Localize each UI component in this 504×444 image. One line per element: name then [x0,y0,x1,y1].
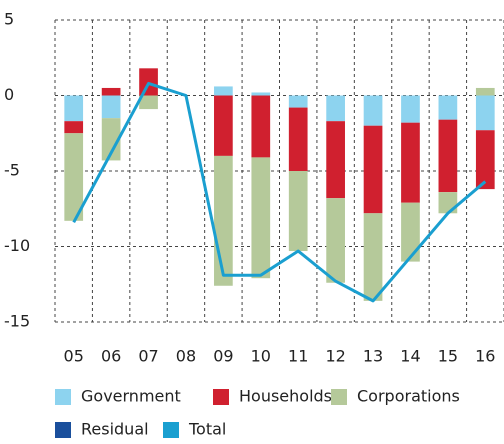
bar-segment [214,86,233,96]
bar-segment [139,68,158,96]
legend-swatch [163,422,179,438]
y-tick-label: -15 [4,312,30,331]
x-tick-label: 14 [400,347,420,366]
bar-segment [401,95,420,123]
y-tick-label: -10 [4,236,30,255]
bar-segment [101,95,121,119]
x-tick-label: 08 [176,347,196,366]
x-tick-label: 13 [363,347,383,366]
x-tick-label: 06 [101,347,121,366]
legend-label: Households [239,387,332,406]
bar-segment [326,198,345,283]
bar-segment [101,87,121,96]
bar-segment [401,122,420,203]
y-tick-label: -5 [4,161,20,180]
bar-segment [64,121,84,134]
x-tick-label: 11 [288,347,308,366]
x-tick-label: 16 [475,347,495,366]
bar-segment [288,107,308,171]
bar-segment [288,171,308,252]
legend-swatch [55,389,71,405]
y-tick-label: 5 [4,10,14,29]
bar-segment [101,118,121,161]
legend-swatch [331,389,347,405]
bar-segment [475,130,495,190]
bar-segment [363,213,383,301]
bar-segment [326,95,345,122]
x-tick-label: 12 [325,347,345,366]
bar-segment [363,125,383,214]
bar-segment [475,87,495,96]
legend-label: Government [81,387,181,406]
bar-segment [288,95,308,108]
legend-swatch [55,422,71,438]
bar-segment [64,133,84,221]
bar-segment [326,121,345,199]
bar-segment [401,202,420,262]
total-line [72,81,487,303]
bar-segment [214,155,233,286]
legend-label: Corporations [357,387,460,406]
x-tick-label: 05 [64,347,84,366]
bar-segment [251,95,271,158]
bar-segment [214,95,233,156]
y-tick-label: 0 [4,85,14,104]
bar-segment [64,95,84,122]
bar-segment [139,95,158,110]
bar-segment [438,95,458,120]
legend-label: Residual [81,420,149,439]
x-tick-label: 07 [138,347,158,366]
legend-label: Total [188,420,226,439]
legend-swatch [213,389,229,405]
x-tick-label: 10 [251,347,271,366]
x-tick-label: 09 [213,347,233,366]
x-tick-label: 15 [438,347,458,366]
bar-segment [475,95,495,131]
bar-segment [438,119,458,193]
bar-segment [251,157,271,279]
bar-segment [438,192,458,214]
bar-segment [363,95,383,126]
bar-segment [251,92,271,96]
